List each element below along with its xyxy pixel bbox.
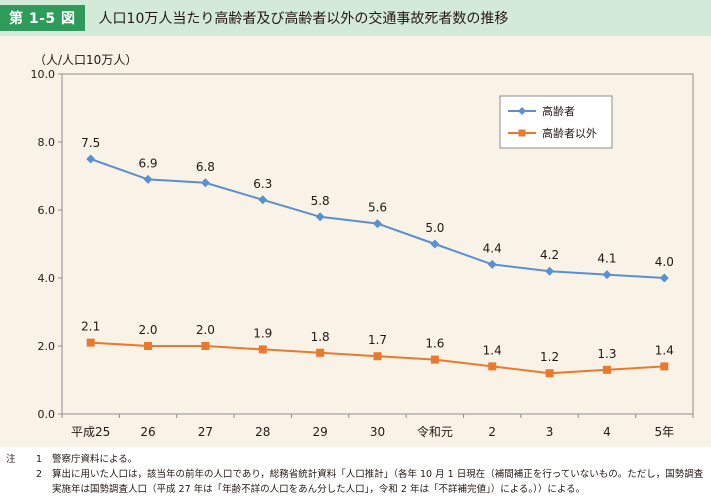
data-label: 6.8: [196, 160, 215, 174]
data-label: 1.4: [483, 343, 502, 357]
data-label: 1.7: [368, 333, 387, 347]
data-label: 6.3: [253, 177, 272, 191]
data-label: 1.6: [425, 337, 444, 351]
x-tick-label: 3: [546, 425, 554, 439]
x-tick-label: 2: [488, 425, 496, 439]
line-chart: （人/人口10万人） 0.0 2.0 4.0 6.0 8.0 10.0 平成25 26 27 28…: [31, 53, 694, 439]
data-point-diamond: [258, 195, 268, 205]
data-point-square: [430, 355, 439, 364]
footnote-text: 警察庁資料による。: [52, 454, 138, 465]
data-label: 5.0: [425, 221, 444, 235]
y-tick-label: 0.0: [38, 408, 56, 421]
x-tick-label: 5年: [654, 425, 674, 439]
plot-frame: [61, 73, 694, 415]
data-point-diamond: [315, 212, 325, 222]
footnote-text: 算出に用いた人口は，該当年の前年の人口であり，総務省統計資料「人口推計」（各年 …: [52, 469, 704, 495]
x-tick-label: 29: [312, 425, 327, 439]
data-point-diamond: [545, 266, 555, 276]
y-tick-label: 2.0: [38, 340, 56, 353]
footnote-lead: 注: [6, 454, 16, 465]
footnote-2: 2 算出に用いた人口は，該当年の前年の人口であり，総務省統計資料「人口推計」（各…: [6, 467, 706, 497]
data-point-square: [545, 369, 554, 378]
series-elderly: 7.5 6.9 6.8 6.3 5.8 5.6 5.0 4.4 4.2 4.1 4.0: [81, 136, 674, 283]
data-point-diamond: [487, 259, 497, 269]
x-tick-label: 27: [198, 425, 213, 439]
x-tick-label: 30: [370, 425, 385, 439]
data-label: 1.2: [540, 350, 559, 364]
figure-number-badge: 第 1-5 図: [0, 5, 85, 31]
footnote-number: 2: [35, 469, 42, 480]
data-label: 6.9: [138, 156, 157, 170]
data-point-diamond: [200, 178, 210, 188]
data-point-diamond: [143, 174, 153, 184]
x-tick-label: 28: [255, 425, 270, 439]
figure-title-bar: 第 1-5 図 人口10万人当たり高齢者及び高齢者以外の交通事故死者数の推移: [0, 0, 711, 36]
chart-axes: 0.0 2.0 4.0 6.0 8.0 10.0 平成25 26 27 28 29 30 令和元 2 3 4 5…: [31, 68, 694, 439]
x-tick-label: 平成25: [71, 425, 110, 439]
data-point-square: [373, 352, 382, 361]
legend-label: 高齢者以外: [542, 126, 597, 140]
data-label: 1.9: [253, 326, 272, 340]
legend-marker-diamond: [518, 107, 526, 115]
x-tick-label: 26: [140, 425, 155, 439]
y-tick-label: 4.0: [38, 272, 56, 285]
data-label: 1.8: [311, 330, 330, 344]
data-label: 7.5: [81, 136, 100, 150]
y-tick-label: 10.0: [31, 68, 56, 81]
data-label: 5.6: [368, 201, 387, 215]
data-point-diamond: [659, 273, 669, 283]
data-label: 5.8: [311, 194, 330, 208]
data-point-square: [144, 342, 153, 350]
legend-item: 高齢者: [508, 104, 575, 118]
data-label: 2.0: [138, 323, 157, 337]
footnote-1: 注 1 警察庁資料による。: [6, 452, 706, 467]
data-label: 1.4: [655, 343, 674, 357]
data-point-diamond: [430, 239, 440, 249]
data-point-square: [660, 362, 669, 371]
legend-label: 高齢者: [542, 104, 575, 118]
data-label: 4.1: [597, 252, 616, 266]
data-point-square: [201, 342, 210, 350]
chart-series: 7.56.9 6.86.35.8 5.65.04.4 4.2 4.1 4.02.1 2.0 2…: [81, 136, 674, 378]
x-tick-label: 4: [603, 425, 611, 439]
chart-panel: （人/人口10万人） 0.0 2.0 4.0 6.0 8.0 10.0 平成25 26 27 28…: [0, 36, 711, 447]
legend-box: [499, 95, 613, 149]
data-point-diamond: [602, 270, 612, 280]
figure-title: 人口10万人当たり高齢者及び高齢者以外の交通事故死者数の推移: [98, 11, 509, 27]
y-tick-label: 8.0: [38, 136, 56, 149]
legend-item: 高齢者以外: [508, 126, 597, 140]
data-label: 4.2: [540, 248, 559, 262]
data-point-diamond: [86, 154, 96, 164]
x-tick-label: 令和元: [417, 424, 453, 439]
series-non-elderly: 2.1 2.0 2.0 1.9 1.8 1.7 1.6 1.4 1.2 1.3 1.4: [81, 320, 674, 378]
legend-marker-square: [518, 129, 526, 137]
data-label: 2.0: [196, 323, 215, 337]
data-point-square: [488, 362, 497, 371]
footnotes: 注 1 警察庁資料による。 2 算出に用いた人口は，該当年の前年の人口であり，総…: [6, 452, 706, 497]
data-label: 2.1: [81, 320, 100, 334]
y-tick-label: 6.0: [38, 204, 56, 217]
y-axis-label: （人/人口10万人）: [34, 53, 137, 67]
data-label: 1.3: [597, 347, 616, 361]
data-point-square: [258, 345, 267, 354]
data-point-diamond: [373, 219, 382, 229]
data-label: 4.0: [655, 255, 674, 269]
data-point-square: [86, 338, 95, 347]
data-point-square: [602, 365, 611, 374]
series-line: [90, 158, 665, 279]
data-point-square: [316, 348, 325, 357]
footnote-number: 1: [35, 454, 42, 465]
data-label: 4.4: [483, 241, 502, 255]
